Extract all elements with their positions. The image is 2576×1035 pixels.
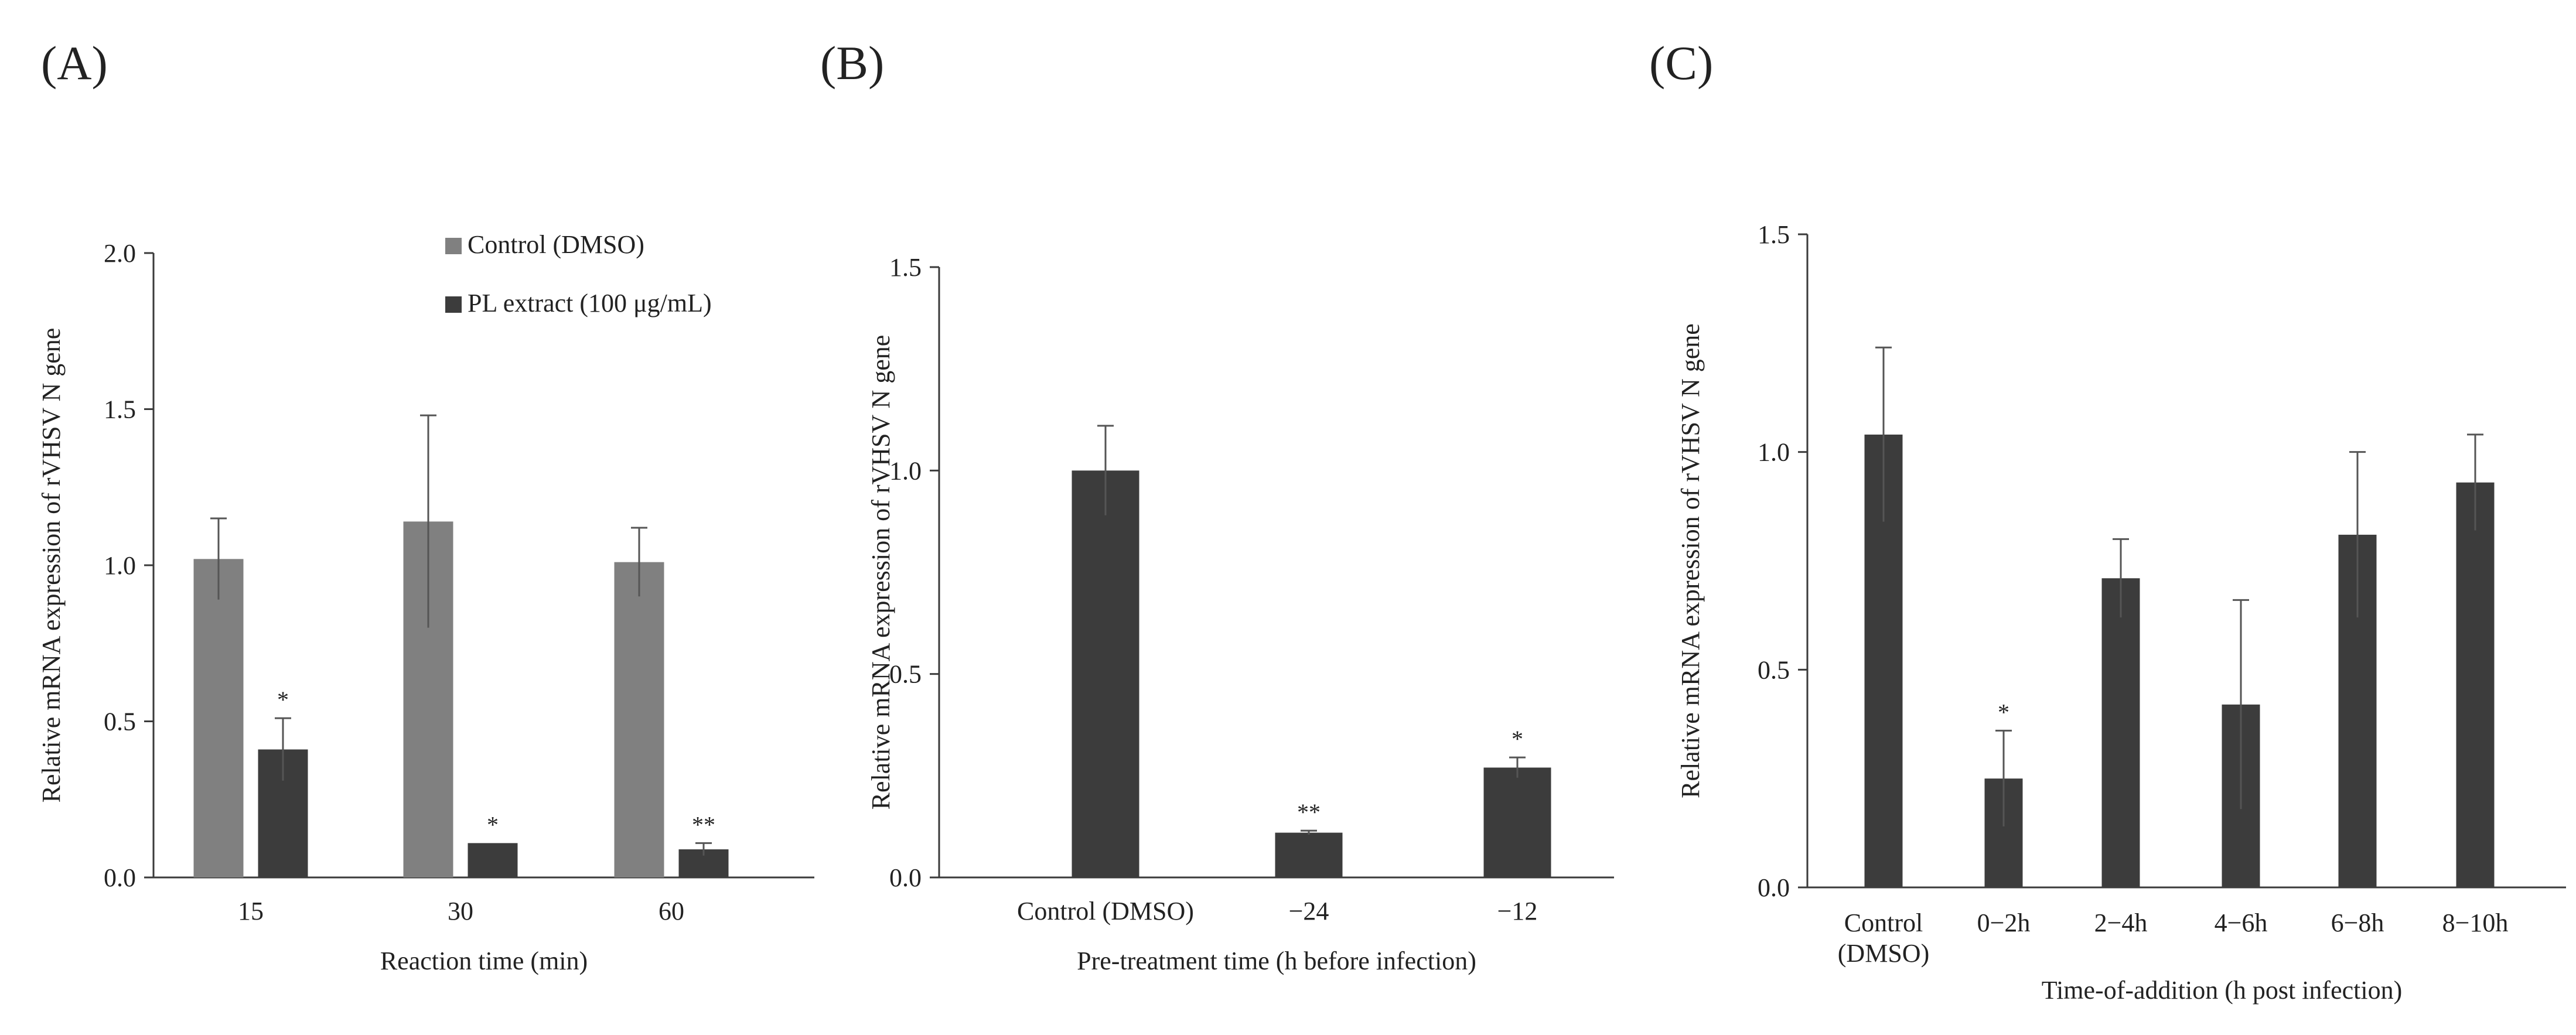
legend: Control (DMSO) PL extract (100 μg/mL) — [445, 230, 712, 317]
panel-a: (A) 0.0 0.5 1.0 1.5 2.0 Relative mRNA expressi… — [37, 36, 814, 975]
x-tick-label: (DMSO) — [1838, 939, 1929, 968]
significance-label: * — [1998, 699, 2009, 725]
y-tick-label: 0.0 — [889, 863, 922, 892]
x-tick-label: 8−10h — [2442, 908, 2509, 937]
y-tick-label: 1.5 — [104, 395, 136, 424]
y-tick-label: 0.5 — [889, 660, 922, 689]
y-tick-label: 0.0 — [1758, 873, 1790, 902]
x-axis-label: Time-of-addition (h post infection) — [2042, 976, 2403, 1005]
x-tick-label: 4−6h — [2215, 908, 2268, 937]
bar — [468, 843, 518, 877]
bar — [193, 559, 244, 877]
panel-label: (C) — [1649, 36, 1713, 90]
panel-b: (B) 0.0 0.5 1.0 1.5 Relative mRNA expression … — [820, 36, 1614, 975]
bar — [1483, 767, 1551, 877]
significance-label: * — [1512, 726, 1523, 752]
bar — [2101, 578, 2140, 887]
x-tick-label: Control (DMSO) — [1017, 897, 1194, 925]
x-tick-label: 6−8h — [2331, 908, 2384, 937]
y-tick-label: 1.5 — [1758, 220, 1790, 249]
panel-c: (C) 0.0 0.5 1.0 1.5 Relative mRNA expression … — [1649, 36, 2566, 1005]
legend-label: PL extract (100 μg/mL) — [468, 289, 712, 317]
significance-label: * — [487, 811, 499, 838]
x-tick-label: 15 — [238, 897, 264, 925]
y-tick-label: 1.0 — [1758, 438, 1790, 467]
y-tick-label: 0.0 — [104, 863, 136, 892]
y-tick-label: 0.5 — [104, 708, 136, 736]
significance-label: ** — [1297, 799, 1321, 825]
y-tick-label: 0.5 — [1758, 655, 1790, 684]
bar — [1275, 832, 1343, 877]
x-tick-label: 0−2h — [1977, 908, 2031, 937]
x-tick-label: −24 — [1289, 897, 1329, 925]
x-axis-label: Reaction time (min) — [380, 947, 588, 975]
bar — [2456, 482, 2495, 887]
x-tick-label: Control — [1844, 908, 1923, 937]
legend-label: Control (DMSO) — [468, 230, 644, 259]
x-tick-label: 60 — [658, 897, 684, 925]
bar — [614, 562, 664, 877]
bar — [1072, 470, 1139, 877]
x-tick-label: −12 — [1497, 897, 1538, 925]
y-axis-label: Relative mRNA expression of rVHSV N gene — [866, 335, 895, 810]
y-tick-label: 2.0 — [104, 239, 136, 268]
panel-label: (B) — [820, 36, 884, 90]
panel-label: (A) — [41, 36, 108, 90]
x-axis-label: Pre-treatment time (h before infection) — [1077, 947, 1476, 975]
y-tick-label: 1.0 — [889, 456, 922, 485]
significance-label: ** — [692, 811, 715, 838]
y-tick-label: 1.5 — [889, 253, 922, 282]
legend-swatch — [445, 296, 462, 313]
legend-swatch — [445, 238, 462, 254]
significance-label: * — [277, 686, 289, 713]
y-axis-label: Relative mRNA expression of rVHSV N gene — [1676, 323, 1705, 798]
y-axis-label: Relative mRNA expression of rVHSV N gene — [37, 328, 66, 803]
x-tick-label: 2−4h — [2094, 908, 2148, 937]
y-tick-label: 1.0 — [104, 551, 136, 580]
x-tick-label: 30 — [448, 897, 473, 925]
